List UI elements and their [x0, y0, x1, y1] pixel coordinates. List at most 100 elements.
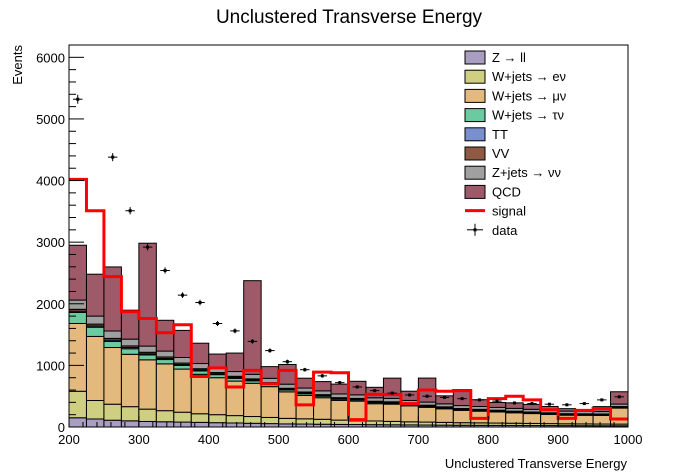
bar-w-jets-7: [190, 373, 210, 415]
bar-z-jets-9: [225, 371, 245, 377]
y-tick-label-0: 0: [58, 420, 65, 435]
bar-qcd-7: [190, 342, 210, 365]
bar-w-jets-27: [540, 413, 559, 425]
bar-qcd-13: [295, 377, 315, 389]
bar-z-ll-8: [208, 422, 227, 428]
bar-w-jets-e-16: [348, 420, 367, 426]
y-tick-label-1: 1000: [36, 358, 65, 373]
bar-qcd-4: [138, 242, 157, 347]
y-axis-label: Events: [10, 45, 25, 85]
x-tick-label-6: 800: [477, 432, 499, 447]
bar-qcd-26: [522, 403, 542, 410]
data-point-18: [387, 391, 397, 395]
data-point-6: [177, 292, 188, 298]
data-point-31: [614, 395, 624, 399]
bar-w-jets-11: [260, 386, 280, 418]
legend-label: W+jets → μν: [492, 88, 566, 103]
bar-qcd-5: [155, 319, 175, 352]
bar-qcd-14: [313, 381, 332, 392]
data-point-0: [73, 94, 83, 104]
x-axis-label: Unclustered Transverse Energy: [445, 456, 628, 471]
bar-z-ll-4: [138, 420, 157, 428]
legend-entry-tt: TT: [464, 127, 508, 142]
bar-qcd-6: [173, 329, 192, 359]
y-tick-label-3: 3000: [36, 235, 65, 250]
bar-w-jets-e-12: [278, 417, 297, 425]
data-point-21: [439, 395, 450, 399]
legend-entry-qcd: QCD: [464, 184, 521, 199]
data-point-9: [230, 328, 240, 334]
bar-z-jets-5: [155, 350, 175, 358]
bar-w-jets-e-9: [225, 415, 245, 424]
legend-entry-signal: signal: [465, 204, 526, 219]
bar-w-jets-5: [155, 359, 175, 365]
bar-z-jets-12: [278, 383, 297, 389]
y-tick-label-6: 6000: [36, 50, 65, 65]
bar-w-jets-5: [155, 363, 175, 412]
data-point-12: [282, 359, 293, 364]
legend-swatch: [464, 165, 486, 180]
legend-entry-z-jets: Z+jets → νν: [464, 165, 561, 180]
bar-qcd-8: [208, 353, 227, 369]
x-tick-label-7: 900: [547, 432, 569, 447]
data-point-28: [562, 403, 572, 407]
legend-label: W+jets → eν: [492, 69, 566, 84]
data-point-29: [579, 402, 590, 406]
data-point-15: [335, 380, 345, 385]
signal-step-line: [69, 177, 628, 422]
bar-qcd-3: [120, 309, 140, 340]
bar-z-jets-11: [260, 377, 280, 384]
bar-w-jets-e-8: [208, 414, 227, 424]
legend-entry-w-jets-e: W+jets → eν: [464, 69, 566, 84]
bar-w-jets-29: [575, 414, 594, 425]
bar-w-jets-e-11: [260, 416, 280, 425]
bar-w-jets-0: [68, 322, 87, 392]
bar-w-jets-e-10: [243, 416, 262, 424]
data-point-11: [265, 348, 275, 353]
bar-z-ll-0: [68, 417, 87, 428]
data-point-23: [474, 398, 485, 402]
bar-w-jets-6: [173, 364, 192, 370]
legend-entry-z-ll: Z → ll: [464, 50, 526, 65]
legend-label: Z+jets → νν: [492, 165, 561, 180]
bar-w-jets-15: [330, 399, 349, 421]
bar-z-jets-17: [365, 397, 384, 402]
bar-z-jets-10: [243, 373, 262, 380]
bar-qcd-28: [557, 408, 577, 412]
bar-z-ll-1: [85, 418, 105, 428]
bar-w-jets-30: [592, 414, 612, 425]
bar-w-jets-14: [313, 397, 332, 420]
legend-label: Z → ll: [492, 50, 526, 65]
bar-w-jets-e-6: [173, 411, 192, 423]
data-point-13: [300, 367, 310, 372]
bar-qcd-9: [225, 352, 245, 373]
bar-w-jets-e-3: [120, 406, 140, 422]
data-point-16: [352, 385, 362, 389]
bar-z-ll-5: [155, 421, 175, 428]
legend-swatch: [464, 146, 486, 161]
bar-w-jets-8: [208, 377, 227, 416]
bar-w-jets-1: [85, 335, 105, 402]
data-point-27: [544, 402, 555, 406]
bar-w-jets-e-7: [190, 413, 210, 423]
y-tick-label-4: 4000: [36, 174, 65, 189]
data-point-4: [142, 243, 153, 251]
data-point-25: [509, 401, 520, 405]
y-tick-label-5: 5000: [36, 112, 65, 127]
bar-w-jets-16: [348, 400, 367, 422]
x-tick-label-5: 700: [408, 432, 430, 447]
bar-w-jets-e-1: [85, 400, 105, 420]
bar-z-jets-2: [103, 330, 122, 339]
bar-w-jets-4: [138, 359, 157, 410]
bar-qcd-11: [260, 366, 280, 379]
data-points: [73, 94, 624, 407]
bar-z-jets-13: [295, 387, 315, 393]
data-point-8: [212, 320, 223, 327]
x-tick-label-3: 500: [268, 432, 290, 447]
data-point-30: [597, 398, 607, 402]
bar-z-jets-16: [348, 394, 367, 399]
bar-w-jets-17: [365, 403, 384, 422]
x-tick-label-1: 300: [128, 432, 150, 447]
legend-entry-vv: VV: [464, 146, 510, 161]
legend-entry-w-jets: W+jets → μν: [464, 88, 566, 103]
